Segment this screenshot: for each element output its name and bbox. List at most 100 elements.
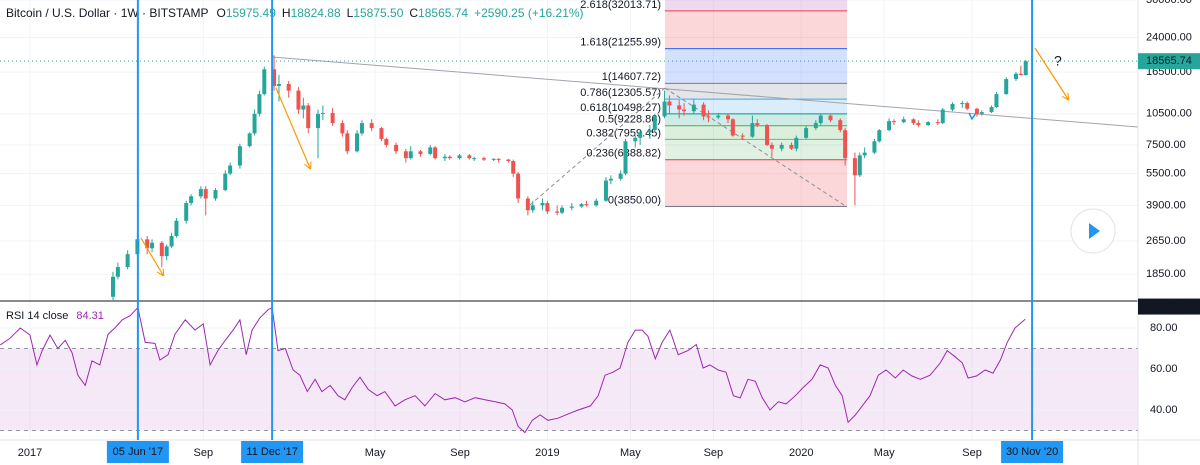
candle-body — [1023, 61, 1028, 76]
x-tick-label: 2017 — [18, 447, 42, 459]
candle-body — [911, 119, 916, 124]
candle-body — [491, 158, 496, 160]
candle-body — [418, 151, 423, 154]
candle-body — [442, 156, 447, 159]
candle-body — [725, 115, 730, 120]
candle-body — [516, 173, 521, 199]
candle-body — [355, 133, 360, 152]
rsi-band — [0, 348, 1138, 431]
candle-body — [496, 158, 501, 160]
fib-band — [665, 10, 848, 49]
candle-body — [818, 115, 823, 124]
candle-body — [779, 144, 784, 149]
header: Bitcoin / U.S. Dollar · 1W · BITSTAMP O15… — [6, 6, 584, 20]
candle-body — [872, 141, 877, 153]
candle-body — [164, 246, 169, 257]
y-tick-label: 3900.00 — [1146, 199, 1186, 211]
fib-band — [665, 125, 848, 140]
candle-body — [608, 178, 613, 181]
candle-body — [150, 242, 155, 249]
fib-band — [665, 139, 848, 160]
candle-body — [115, 267, 120, 277]
candle-body — [467, 155, 472, 159]
candle-body — [926, 122, 931, 126]
candle-body — [506, 159, 511, 162]
candle-body — [887, 121, 892, 131]
candle-body — [189, 196, 194, 204]
rsi-pane — [0, 306, 1138, 434]
candle-body — [145, 239, 150, 249]
candle-body — [979, 112, 984, 114]
candle-body — [203, 189, 208, 199]
x-tick-label: Sep — [704, 447, 724, 459]
candle-body — [965, 103, 970, 109]
candle-body — [852, 158, 857, 176]
trend-line — [271, 56, 1138, 128]
y-tick-label: 7500.00 — [1146, 139, 1186, 151]
annotation: ? — [1054, 53, 1062, 69]
candle-body — [789, 144, 794, 149]
candle-body — [247, 133, 252, 147]
rsi-current: 84.31 — [76, 310, 104, 322]
fib-band — [665, 0, 848, 11]
candle-body — [560, 207, 565, 213]
candle-body — [633, 137, 638, 142]
candle-body — [174, 220, 179, 236]
candle-body — [447, 156, 452, 159]
candle-body — [457, 155, 462, 159]
candle-body — [359, 123, 364, 134]
candle-body — [950, 103, 955, 110]
rsi-tick-label: 80.00 — [1150, 322, 1178, 334]
candle-body — [838, 120, 843, 131]
candle-body — [384, 138, 389, 145]
candle-body — [755, 123, 760, 126]
y-tick-label: 10500.00 — [1146, 108, 1192, 120]
candle-body — [403, 151, 408, 159]
candle-body — [408, 151, 413, 159]
candle-body — [994, 94, 999, 108]
candle-body — [828, 115, 833, 121]
play-button[interactable] — [1070, 208, 1116, 254]
arrow — [1034, 47, 1068, 99]
candle-body — [1018, 73, 1023, 76]
x-tick-label: Sep — [194, 447, 214, 459]
ohlc-label: O — [216, 6, 225, 20]
grid — [0, 0, 1138, 440]
candle-body — [579, 204, 584, 207]
candle-body — [159, 242, 164, 257]
candle-body — [345, 133, 350, 152]
candle-body — [169, 235, 174, 247]
arrow — [140, 237, 163, 275]
arrows — [140, 47, 1068, 275]
y-tick-label: 36000.00 — [1146, 0, 1192, 6]
candle-body — [340, 123, 345, 134]
candle-body — [272, 69, 277, 86]
rsi-axis-label: 90.46 — [1150, 300, 1178, 312]
candle-body — [276, 84, 281, 86]
marker-label: 05 Jun '17 — [113, 446, 163, 458]
fib-band — [665, 113, 848, 126]
candle-body — [769, 144, 774, 149]
x-tick-label: 2020 — [789, 447, 813, 459]
rsi-axis-box — [1138, 298, 1200, 315]
x-tick-label: May — [620, 447, 641, 459]
candle-body — [989, 107, 994, 113]
candle-body — [257, 94, 262, 114]
fib-trend — [529, 87, 666, 206]
ohlc-label: H — [282, 6, 291, 20]
fib-label: 1.618(21255.99) — [580, 37, 661, 49]
ohlc-value: 15975.49 — [226, 6, 276, 20]
candle-body — [647, 130, 652, 133]
candle-body — [525, 198, 530, 211]
marker-box — [1001, 441, 1064, 463]
candle-body — [813, 123, 818, 129]
candle-body — [584, 204, 589, 206]
last-price-box — [1138, 53, 1200, 70]
ohlc-label: L — [347, 6, 354, 20]
candle-body — [379, 128, 384, 139]
marker-box — [241, 441, 304, 463]
ohlc-value: 18565.74 — [418, 6, 468, 20]
arrow — [275, 87, 310, 168]
play-icon — [1089, 223, 1100, 239]
